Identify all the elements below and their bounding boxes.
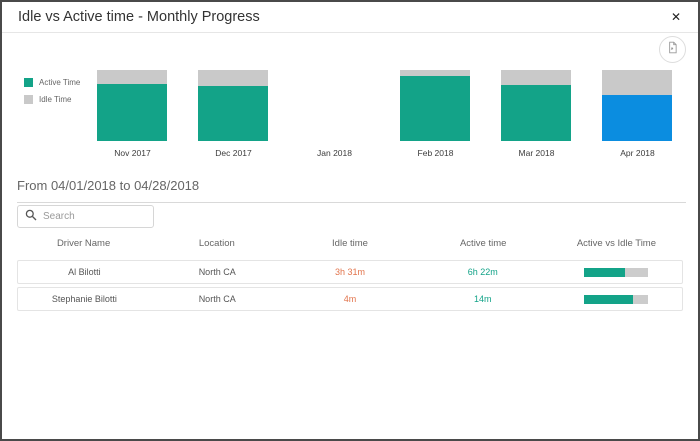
cell-active-time: 14m (474, 294, 492, 304)
chart-slot (385, 70, 486, 141)
chart-bars (82, 70, 688, 141)
active-segment[interactable] (198, 85, 268, 141)
category-label: Apr 2018 (620, 148, 655, 158)
table-row[interactable]: Al Bilotti North CA 3h 31m 6h 22m (17, 260, 683, 284)
idle-segment[interactable] (501, 70, 571, 85)
chart-slot (486, 70, 587, 141)
active-segment[interactable] (400, 75, 470, 141)
drivers-table: Driver Name Location Idle time Active ti… (17, 238, 683, 314)
active-segment[interactable] (501, 84, 571, 141)
table-row[interactable]: Stephanie Bilotti North CA 4m 14m (17, 287, 683, 311)
stacked-bar[interactable] (602, 70, 672, 141)
progress-bar-fill (583, 267, 625, 277)
cell-active-vs-idle (549, 294, 682, 304)
legend-label: Idle Time (39, 95, 72, 104)
dialog-title: Idle vs Active time - Monthly Progress (18, 9, 260, 25)
legend-item-idle[interactable]: Idle Time (24, 95, 80, 104)
idle-segment[interactable] (198, 70, 268, 86)
stacked-bar[interactable] (501, 70, 571, 141)
category-label: Dec 2017 (215, 148, 252, 158)
stacked-bar[interactable] (198, 70, 268, 141)
active-time-swatch (24, 78, 33, 87)
idle-segment[interactable] (400, 70, 470, 76)
active-vs-idle-progress-bar (583, 294, 648, 304)
category-label: Mar 2018 (518, 148, 555, 158)
cell-driver-name: Al Bilotti (68, 267, 101, 277)
col-header-location: Location (198, 238, 235, 249)
chart-legend: Active Time Idle Time (24, 78, 80, 112)
category-label: Feb 2018 (417, 148, 454, 158)
period-heading: From 04/01/2018 to 04/28/2018 (17, 178, 686, 203)
idle-segment[interactable] (602, 70, 672, 95)
export-icon (666, 41, 679, 59)
cell-active-vs-idle (549, 267, 682, 277)
table-header-row: Driver Name Location Idle time Active ti… (17, 238, 683, 256)
cell-idle-time: 3h 31m (334, 267, 365, 277)
idle-time-swatch (24, 95, 33, 104)
chart-category-labels: Nov 2017 Dec 2017 Jan 2018 Feb 2018 Mar 2018… (82, 148, 688, 158)
chart-slot (284, 70, 385, 141)
cell-location: North CA (198, 294, 236, 304)
category-label: Jan 2018 (317, 148, 352, 158)
col-header-idle-time: Idle time (332, 238, 368, 249)
cell-location: North CA (198, 267, 236, 277)
active-vs-idle-progress-bar (583, 267, 648, 277)
search-input[interactable] (43, 211, 146, 222)
stacked-bar[interactable] (97, 70, 167, 141)
search-icon (25, 208, 37, 226)
active-segment[interactable] (602, 94, 672, 141)
legend-item-active[interactable]: Active Time (24, 78, 80, 87)
col-header-active-vs-idle: Active vs Idle Time (576, 238, 657, 249)
chart-slot (183, 70, 284, 141)
close-icon[interactable]: ✕ (670, 10, 682, 24)
legend-label: Active Time (39, 78, 81, 87)
stacked-bar[interactable] (400, 70, 470, 141)
idle-segment[interactable] (97, 70, 167, 85)
dialog-header: Idle vs Active time - Monthly Progress ✕ (2, 2, 698, 33)
active-segment[interactable] (97, 84, 167, 141)
chart-slot (587, 70, 688, 141)
col-header-driver-name: Driver Name (56, 238, 111, 249)
cell-idle-time: 4m (343, 294, 357, 304)
search-box[interactable] (17, 205, 154, 228)
category-label: Nov 2017 (114, 148, 151, 158)
cell-driver-name: Stephanie Bilotti (51, 294, 117, 304)
cell-active-time: 6h 22m (467, 267, 498, 277)
table-body: Al Bilotti North CA 3h 31m 6h 22m Stephanie … (17, 260, 683, 311)
col-header-active-time: Active time (459, 238, 507, 249)
export-button[interactable] (659, 36, 686, 63)
progress-bar-fill (583, 294, 634, 304)
chart-slot (82, 70, 183, 141)
